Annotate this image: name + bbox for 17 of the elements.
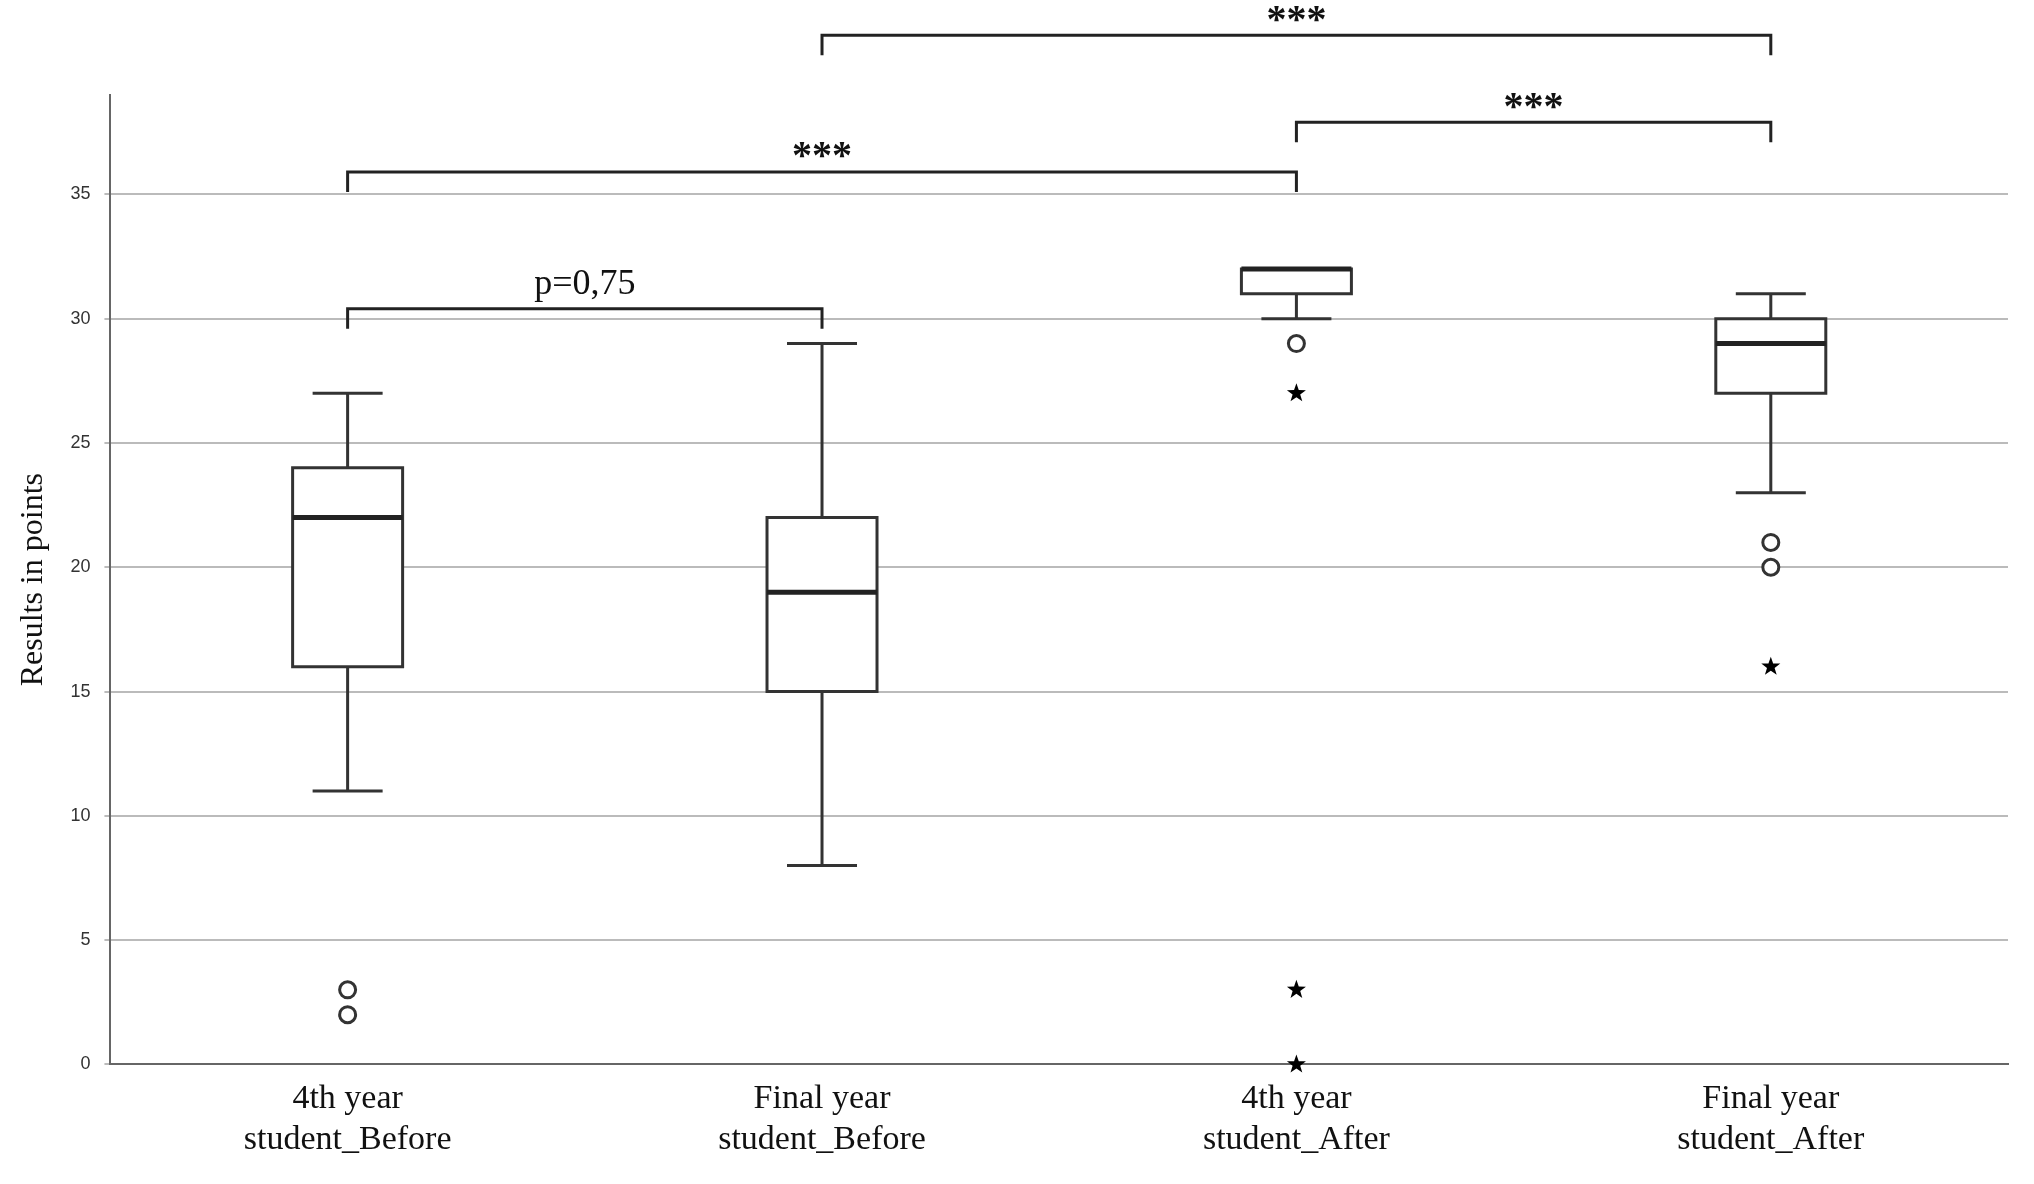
y-tick-label: 20 [70,556,91,577]
y-axis-title: Results in points [12,473,49,687]
y-tick-label: 5 [80,929,91,950]
y-tick-label: 35 [70,183,91,204]
annotation: *** [792,132,853,178]
annotation: *** [1503,82,1564,128]
x-tick-label: Final year student_Before [718,1077,926,1156]
text: *** [1266,0,1327,41]
y-tick-label: 0 [80,1053,91,1074]
y-tick-label: 10 [70,804,91,825]
y-tick-label: 15 [70,680,91,701]
x-tick-label: 4th year student_After [1202,1077,1391,1156]
x-tick-label: 4th year student_Before [243,1077,452,1156]
x-tick-label: Final year student_After [1677,1077,1865,1156]
y-tick-label: 30 [70,307,91,328]
y-tick-label: 25 [70,431,91,452]
annotation: p=0,75 [534,262,636,303]
